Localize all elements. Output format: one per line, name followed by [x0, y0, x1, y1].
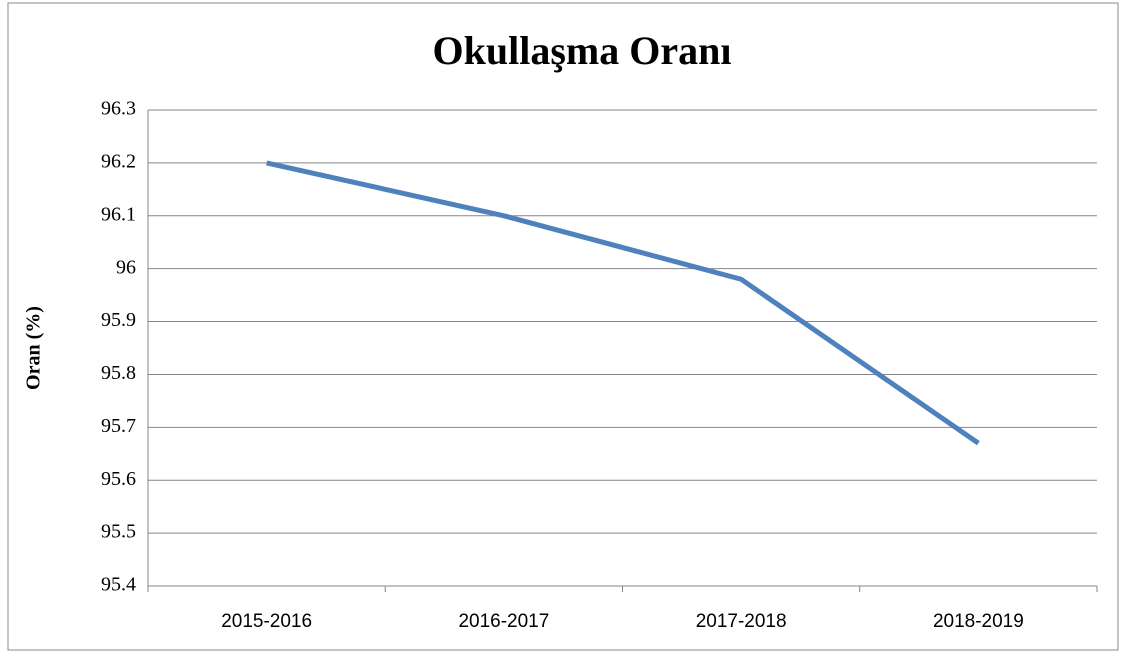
y-tick-label: 95.5 [101, 521, 136, 543]
y-tick-label: 95.4 [101, 574, 136, 596]
x-tick-label: 2015-2016 [221, 611, 312, 632]
x-tick-label: 2018-2019 [933, 611, 1024, 632]
x-tick-label: 2017-2018 [696, 611, 787, 632]
y-tick-label: 96 [116, 256, 136, 278]
y-tick-label: 96.1 [101, 203, 136, 225]
chart-title: Okullaşma Oranı [433, 28, 732, 73]
chart-border [7, 2, 1119, 651]
y-tick-label: 95.8 [101, 362, 136, 384]
x-tick-label: 2016-2017 [458, 611, 549, 632]
y-tick-label: 96.3 [101, 98, 136, 120]
line-series [266, 160, 980, 446]
y-tick-label: 95.7 [101, 415, 136, 437]
y-axis-label: Oran (%) [23, 306, 45, 390]
y-tick-label: 96.2 [101, 150, 136, 172]
y-tick-label: 95.9 [101, 309, 136, 331]
y-tick-label: 95.6 [101, 468, 136, 490]
